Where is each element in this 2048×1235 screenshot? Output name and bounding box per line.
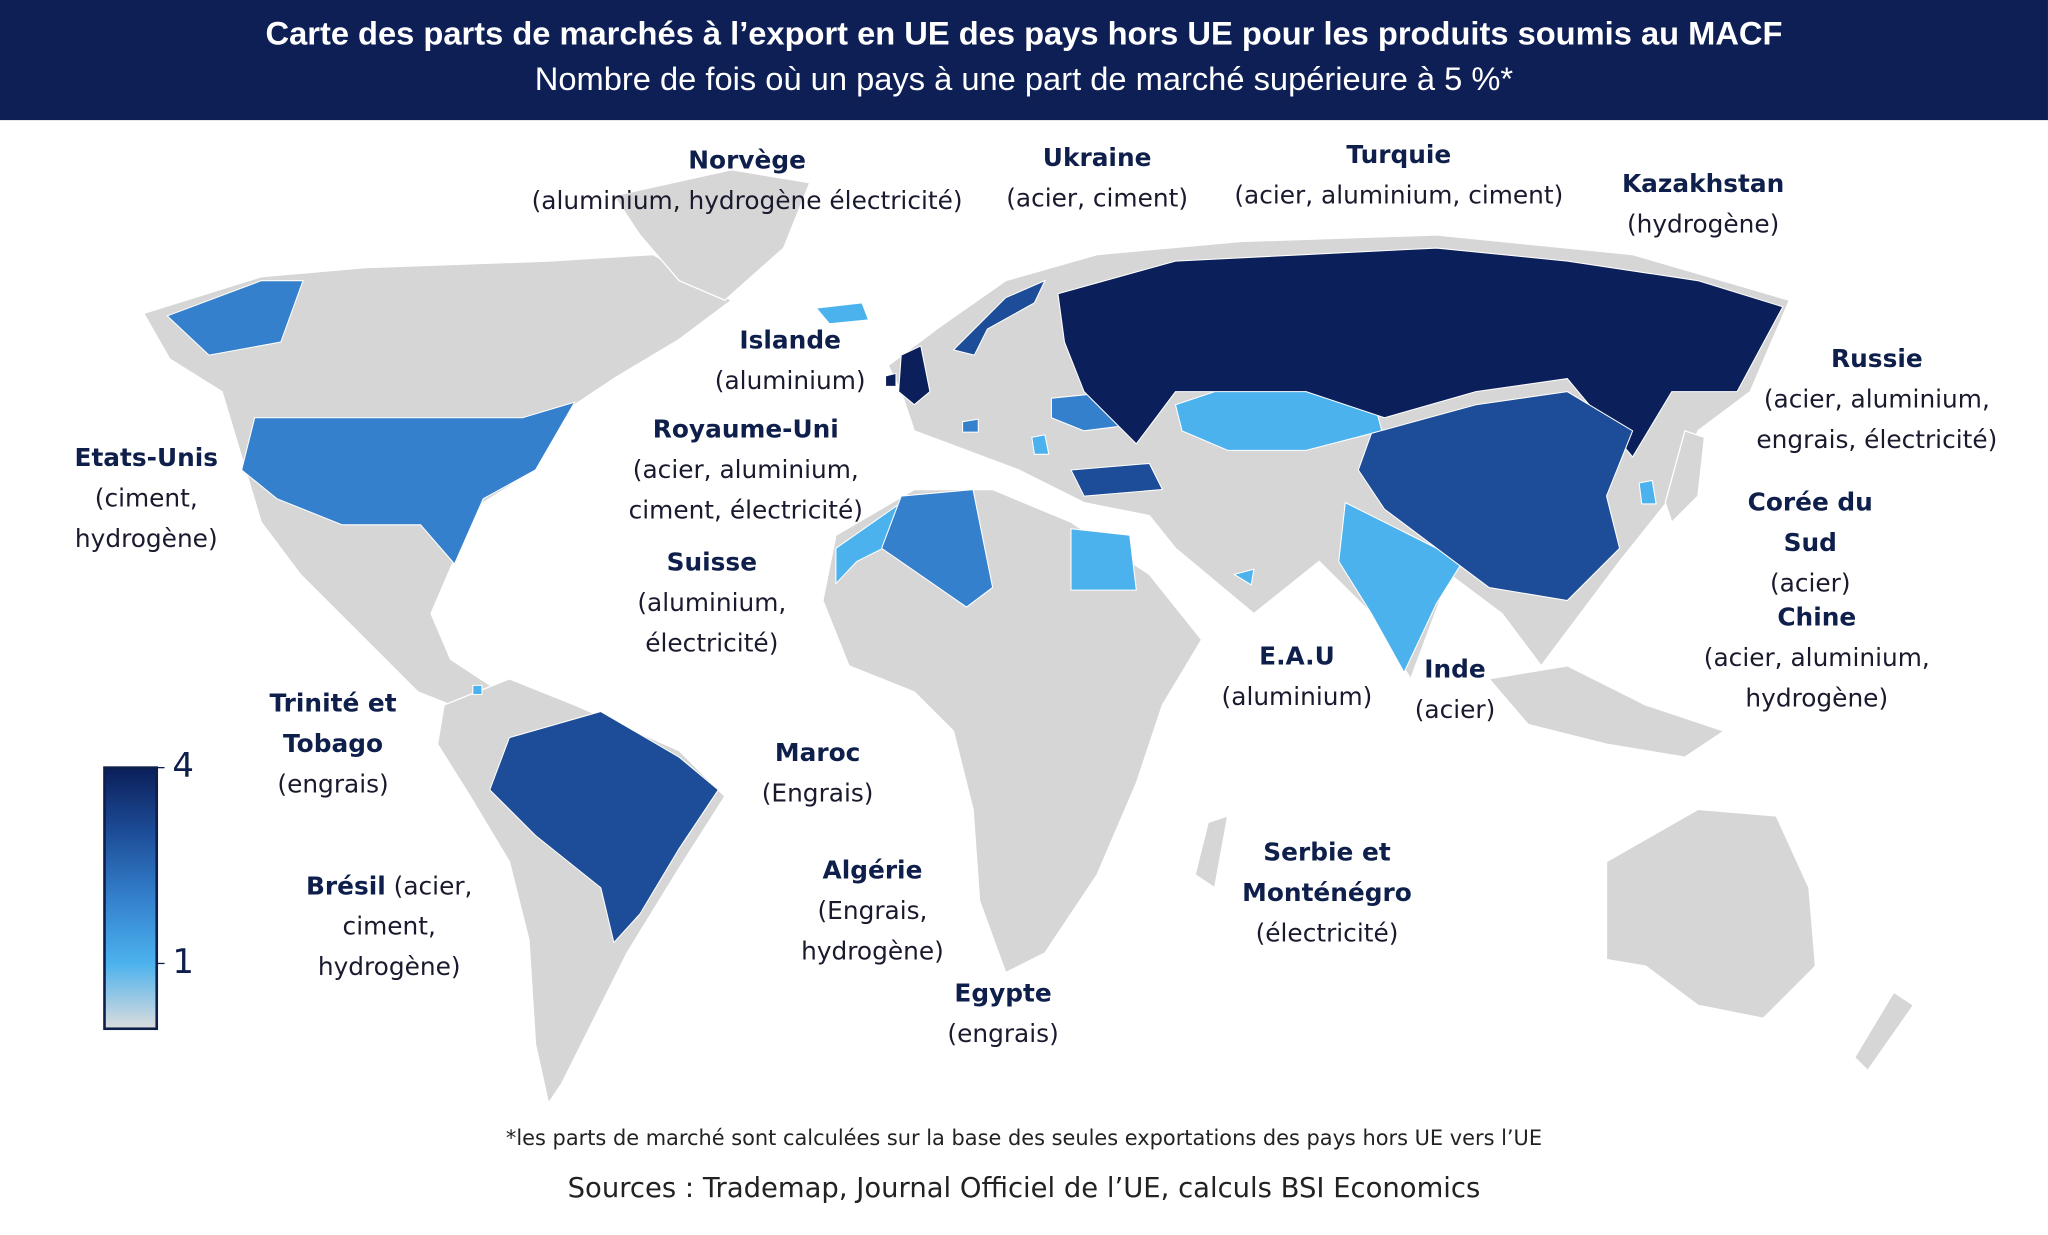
header: Carte des parts de marchés à l’export en…	[0, 0, 2048, 121]
country	[489, 710, 720, 944]
country-name: E.A.U	[1259, 642, 1335, 672]
country	[835, 501, 903, 585]
country-name: Ukraine	[1042, 143, 1152, 173]
country	[815, 302, 870, 325]
country-label: E.A.U (aluminium)	[1206, 637, 1389, 718]
country	[962, 418, 979, 433]
country-products: (aluminium)	[714, 366, 866, 396]
new-zealand	[1853, 991, 1915, 1072]
country-products: (électricité)	[1255, 919, 1399, 948]
country-name: Serbie et Monténégro	[1242, 838, 1412, 908]
country-products: (engrais)	[277, 770, 389, 799]
country	[880, 488, 994, 608]
country-name: Brésil	[305, 872, 386, 901]
country-name: Corée du Sud	[1747, 488, 1873, 558]
country-products: (aluminium)	[1221, 682, 1373, 712]
legend-tick-label: 1	[172, 942, 194, 982]
country-name: Algérie	[822, 856, 923, 886]
country-products: (acier, ciment, hydrogène)	[317, 872, 473, 982]
country-name: Etats-Unis	[74, 443, 219, 473]
legend-bar	[103, 766, 159, 1031]
country	[1031, 434, 1050, 455]
country	[472, 684, 483, 696]
country-label: Inde (acier)	[1396, 650, 1514, 731]
country-name: Chine	[1777, 603, 1857, 632]
greenland	[612, 169, 811, 302]
country-name: Trinité et Tobago	[269, 689, 397, 759]
country-label: Algérie (Engrais, hydrogène)	[781, 851, 964, 972]
legend-ticks: 41	[156, 746, 194, 982]
country-label: Suisse (aluminium, électricité)	[620, 543, 803, 664]
country	[952, 279, 1046, 356]
country-label: Royaume-Uni (acier, aluminium, ciment, él…	[609, 410, 883, 531]
country-label: Chine (acier, aluminium, hydrogène)	[1686, 598, 1947, 719]
country-name: Inde	[1424, 655, 1486, 685]
country-name: Islande	[739, 326, 841, 356]
country-name: Egypte	[954, 979, 1052, 1008]
australia	[1605, 808, 1817, 1019]
country	[166, 280, 576, 565]
country-products: (Engrais, hydrogène)	[801, 896, 944, 967]
country-name: Norvège	[688, 146, 806, 175]
country-name: Russie	[1831, 344, 1923, 374]
country-label: Ukraine (acier, ciment)	[986, 138, 1208, 219]
country-products: (hydrogène)	[1626, 210, 1780, 239]
country-products: (engrais)	[947, 1019, 1059, 1049]
japan	[1664, 429, 1706, 524]
country-products: (acier, aluminium, engrais, électricité)	[1756, 385, 1998, 455]
countries	[166, 247, 1784, 944]
country-products: (acier, aluminium, ciment)	[1234, 181, 1564, 211]
country-label: Brésil (acier, ciment, hydrogène)	[291, 867, 487, 988]
country	[1070, 462, 1164, 497]
country-label: Russie (acier, aluminium, engrais, électr…	[1740, 339, 2014, 460]
country	[1357, 391, 1634, 602]
country-products: (ciment, hydrogène)	[74, 484, 218, 554]
country	[885, 345, 931, 406]
country-name: Maroc	[774, 738, 861, 768]
country-name: Suisse	[666, 548, 758, 578]
country-label: Trinité et Tobago (engrais)	[255, 684, 412, 805]
country-label: Kazakhstan (hydrogène)	[1605, 164, 1801, 245]
madagascar	[1194, 814, 1229, 889]
country-label: Norvège (aluminium, hydrogène électricité…	[499, 141, 995, 222]
country-label: Egypte (engrais)	[931, 974, 1075, 1055]
country-name: Kazakhstan	[1621, 169, 1785, 199]
country	[1338, 501, 1464, 674]
subtitle: Nombre de fois où un pays à une part de …	[534, 61, 1514, 98]
country-label: Etats-Unis (ciment, hydrogène)	[55, 439, 238, 560]
footnote: *les parts de marché sont calculées sur …	[505, 1125, 1543, 1151]
country-products: (acier)	[1414, 695, 1496, 725]
southeast-asia	[1487, 665, 1726, 758]
country-products: (Engrais)	[761, 779, 874, 809]
title: Carte des parts de marchés à l’export en…	[265, 15, 1783, 53]
country-label: Islande (aluminium)	[686, 321, 895, 402]
country-products: (aluminium, électricité)	[637, 588, 787, 658]
country-name: Royaume-Uni	[652, 415, 839, 444]
country	[1232, 568, 1255, 586]
country-name: Turquie	[1346, 140, 1452, 170]
country	[1638, 479, 1657, 505]
africa	[822, 488, 1203, 974]
country-products: (acier, aluminium, hydrogène)	[1703, 643, 1930, 713]
country-products: (acier, ciment)	[1006, 184, 1189, 213]
country-products: (aluminium, hydrogène électricité)	[531, 186, 963, 216]
country-products: (acier)	[1769, 569, 1851, 598]
sources: Sources : Trademap, Journal Officiel de …	[567, 1172, 1481, 1204]
country-label: Corée du Sud (acier)	[1738, 483, 1882, 604]
legend-tick-label: 4	[172, 746, 194, 786]
country-products: (acier, aluminium, ciment, électricité)	[628, 455, 863, 525]
country-label: Turquie (acier, aluminium, ciment)	[1209, 136, 1588, 217]
country	[1070, 528, 1137, 591]
country-label: Maroc (Engrais)	[746, 734, 890, 815]
country	[1057, 247, 1784, 458]
country-label: Serbie et Monténégro (électricité)	[1223, 833, 1432, 954]
